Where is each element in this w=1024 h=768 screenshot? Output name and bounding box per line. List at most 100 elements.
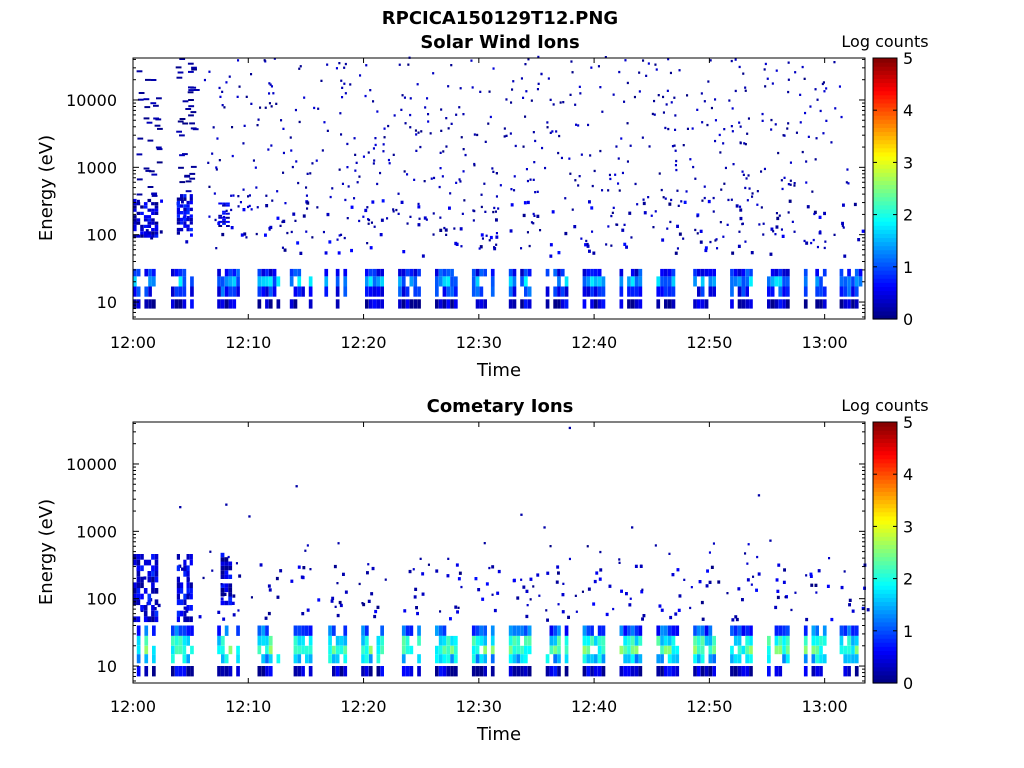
cometary-cell	[627, 635, 631, 646]
solar-wind-cell	[236, 95, 239, 98]
solar-wind-cell	[335, 276, 340, 287]
cometary-cell	[220, 600, 225, 606]
solar-wind-cell	[270, 144, 273, 147]
solar-wind-cell	[460, 136, 463, 139]
solar-wind-cell	[491, 167, 494, 170]
cometary-cell	[427, 563, 430, 566]
solar-wind-cell	[547, 77, 550, 80]
cometary-x-tick-label: 12:40	[571, 697, 617, 716]
cometary-cell	[775, 578, 779, 582]
solar-wind-cell	[151, 208, 155, 212]
solar-wind-cell	[716, 247, 719, 250]
cometary-cell	[623, 625, 627, 636]
solar-wind-cell	[226, 225, 230, 227]
solar-wind-cell	[293, 286, 298, 297]
cometary-colorbar-step	[873, 446, 897, 452]
cometary-cell	[361, 635, 365, 646]
solar-wind-cell	[667, 268, 672, 277]
solar-wind-cell	[324, 268, 329, 277]
solar-wind-colorbar-step	[873, 225, 897, 230]
solar-wind-cell	[283, 248, 287, 252]
cometary-cell	[380, 635, 384, 646]
solar-wind-cell	[700, 299, 705, 309]
solar-wind-cell	[460, 245, 463, 248]
cometary-cell	[257, 645, 262, 655]
cometary-cell	[224, 587, 229, 593]
cometary-cell	[752, 575, 755, 578]
solar-wind-cell	[739, 216, 743, 221]
cometary-cell	[595, 571, 599, 575]
solar-wind-cell	[664, 299, 668, 309]
solar-wind-cell	[297, 286, 302, 297]
solar-wind-cell	[660, 276, 664, 287]
cometary-cell	[133, 559, 137, 566]
cometary-cell	[774, 605, 778, 610]
cometary-cell	[782, 635, 786, 646]
cometary-colorbar-step	[873, 556, 897, 562]
cometary-cell	[190, 625, 194, 636]
cometary-cell	[848, 603, 851, 607]
cometary-cell	[228, 596, 233, 601]
solar-wind-cell	[238, 85, 241, 88]
solar-wind-cell	[540, 72, 543, 76]
solar-wind-cell	[326, 212, 330, 217]
solar-wind-cell	[231, 154, 234, 158]
cometary-cell	[136, 588, 141, 594]
solar-wind-cell	[232, 286, 237, 297]
solar-wind-cell	[279, 224, 282, 227]
solar-wind-cell	[340, 233, 343, 236]
solar-wind-cell	[612, 206, 615, 209]
cometary-cell	[171, 635, 175, 646]
cometary-cell	[805, 574, 808, 577]
cometary-cell	[136, 576, 141, 583]
cometary-cell	[176, 616, 180, 623]
solar-wind-cell	[426, 97, 429, 100]
solar-wind-cell	[739, 125, 742, 128]
solar-wind-cell	[557, 286, 561, 297]
cometary-cell	[415, 606, 418, 610]
solar-wind-cell	[175, 66, 182, 69]
solar-wind-cell	[133, 286, 137, 297]
cometary-cell	[671, 635, 676, 646]
solar-wind-cell	[787, 122, 790, 125]
cometary-colorbar-step	[873, 430, 897, 435]
cometary-y-tick-label: 100	[86, 590, 117, 609]
cometary-cell	[409, 666, 414, 677]
cometary-cell	[564, 666, 569, 677]
solar-wind-cell	[778, 214, 781, 217]
cometary-cell	[811, 635, 816, 646]
solar-wind-cell	[176, 197, 180, 201]
solar-wind-cell	[664, 268, 668, 277]
solar-wind-cell	[471, 268, 476, 277]
cometary-cell	[667, 654, 672, 664]
solar-wind-cell	[432, 72, 435, 75]
cometary-cell	[361, 625, 365, 636]
solar-wind-cell	[774, 233, 777, 236]
solar-wind-cell	[380, 218, 384, 222]
solar-wind-cell	[147, 218, 152, 222]
cometary-cell	[368, 654, 373, 664]
cometary-cell	[697, 625, 701, 636]
solar-wind-cell	[811, 190, 814, 193]
cometary-cell	[840, 585, 844, 590]
solar-wind-cell	[814, 88, 817, 91]
solar-wind-cell	[178, 286, 183, 297]
solar-wind-cell	[406, 173, 409, 176]
cometary-colorbar-step	[873, 638, 897, 643]
solar-wind-cell	[818, 231, 822, 235]
cometary-colorbar-step	[873, 495, 897, 501]
solar-wind-cell	[445, 117, 448, 120]
cometary-cell	[438, 666, 443, 677]
cometary-cell	[508, 635, 513, 646]
solar-wind-cell	[627, 286, 631, 297]
solar-wind-cell	[178, 299, 183, 309]
solar-wind-cell	[368, 299, 373, 309]
solar-wind-cell	[372, 162, 375, 165]
solar-wind-cell	[701, 121, 704, 124]
cometary-cell	[656, 635, 661, 646]
cometary-colorbar-step	[873, 609, 897, 615]
cometary-cell	[186, 616, 190, 623]
cometary-cell	[630, 666, 635, 677]
solar-wind-cell	[453, 227, 456, 230]
solar-wind-cell	[490, 276, 495, 287]
